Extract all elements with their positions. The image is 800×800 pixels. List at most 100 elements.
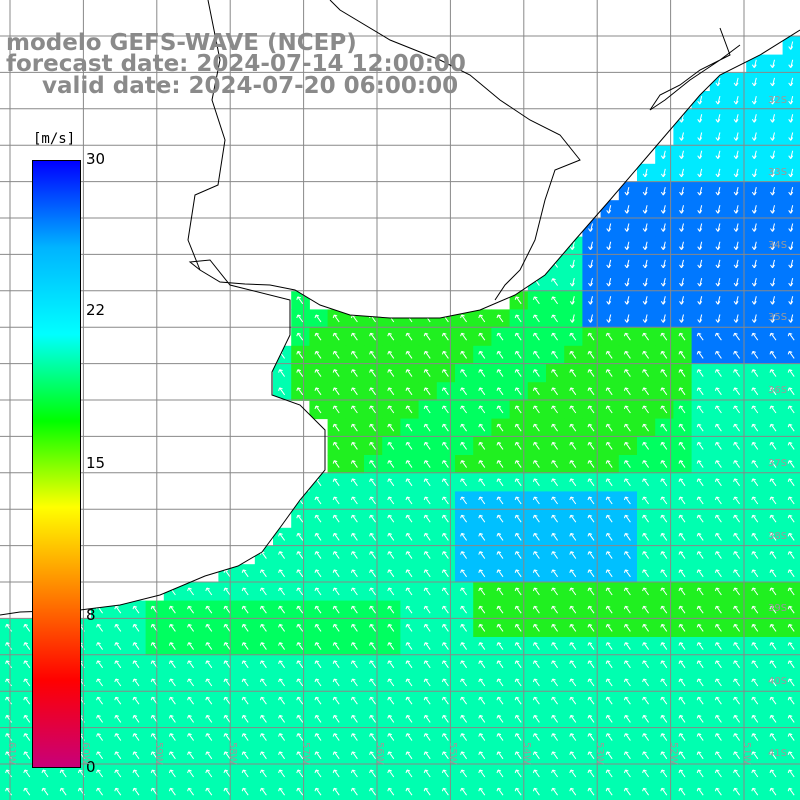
wind-arrow	[624, 259, 630, 269]
wind-arrow	[296, 787, 304, 796]
wind-arrow	[405, 623, 413, 632]
wind-arrow	[696, 605, 704, 614]
wind-arrow	[387, 642, 395, 650]
wind-arrow	[569, 714, 577, 723]
wind-arrow	[441, 460, 449, 468]
wind-arrow	[623, 587, 631, 596]
wind-arrow	[350, 460, 358, 468]
wind-arrow	[205, 733, 213, 741]
wind-arrow	[314, 587, 322, 596]
wind-arrow	[642, 387, 650, 396]
wind-arrow	[769, 787, 777, 796]
wind-arrow	[751, 696, 759, 705]
wind-arrow	[642, 569, 650, 578]
wind-arrow	[369, 787, 377, 796]
longitude-label: 54W	[521, 742, 532, 765]
wind-arrow	[332, 350, 340, 359]
wind-arrow	[697, 168, 703, 178]
wind-arrow	[259, 714, 267, 723]
wind-arrow	[168, 696, 176, 705]
wind-arrow	[551, 696, 559, 705]
wind-arrow	[787, 769, 795, 778]
wind-arrow	[751, 259, 757, 269]
wind-arrow	[278, 769, 286, 778]
wind-arrow	[369, 660, 377, 669]
wind-arrow	[751, 751, 759, 760]
wind-arrow	[605, 369, 613, 377]
wind-arrow	[514, 314, 522, 323]
wind-arrow	[532, 460, 540, 468]
wind-arrow	[350, 332, 358, 341]
wind-arrow	[296, 714, 304, 723]
wind-arrow	[314, 660, 322, 669]
wind-arrow	[369, 569, 377, 578]
wind-arrow	[696, 623, 704, 632]
longitude-label: 51W	[741, 742, 752, 765]
wind-arrow	[423, 350, 431, 359]
wind-arrow	[5, 660, 13, 669]
wind-arrow	[387, 587, 395, 596]
wind-arrow	[569, 387, 577, 396]
wind-arrow	[314, 623, 322, 632]
wind-arrow	[514, 733, 522, 741]
wind-arrow	[714, 551, 722, 559]
wind-arrow	[478, 660, 486, 669]
wind-arrow	[605, 769, 613, 778]
wind-arrow	[405, 605, 413, 614]
wind-arrow	[405, 350, 413, 359]
wind-arrow	[642, 733, 650, 741]
wind-arrow	[678, 350, 686, 359]
wind-arrow	[678, 551, 686, 559]
wind-arrow	[733, 496, 741, 505]
wind-arrow	[278, 587, 286, 596]
wind-arrow	[770, 95, 775, 105]
wind-arrow	[733, 660, 741, 669]
wind-arrow	[187, 623, 195, 632]
wind-arrow	[423, 423, 431, 432]
wind-arrow	[441, 441, 449, 450]
wind-arrow	[478, 350, 486, 359]
longitude-label: 53W	[594, 742, 605, 765]
wind-arrow	[751, 332, 759, 341]
wind-arrow	[460, 642, 468, 650]
wind-arrow	[569, 478, 577, 487]
wind-arrow	[223, 587, 231, 596]
wind-arrow	[696, 514, 704, 523]
wind-arrow	[223, 733, 231, 741]
wind-arrow	[259, 787, 267, 796]
wind-arrow	[314, 332, 322, 341]
wind-arrow	[332, 714, 340, 723]
wind-arrow	[496, 660, 504, 669]
wind-arrow	[678, 569, 686, 578]
wind-arrow	[314, 350, 322, 359]
wind-arrow	[369, 733, 377, 741]
wind-arrow	[369, 587, 377, 596]
wind-arrow	[696, 350, 704, 359]
wind-arrow	[696, 587, 704, 596]
wind-arrow	[441, 587, 449, 596]
wind-arrow	[405, 405, 413, 414]
wind-arrow	[387, 751, 395, 760]
wind-arrow	[387, 423, 395, 432]
wind-arrow	[314, 514, 322, 523]
wind-arrow	[660, 787, 668, 796]
wind-arrow	[460, 460, 468, 468]
wind-arrow	[697, 186, 703, 196]
wind-arrow	[241, 714, 249, 723]
wind-arrow	[606, 314, 612, 323]
wind-arrow	[259, 623, 267, 632]
latitude-label: 34S	[768, 240, 788, 251]
wind-arrow	[770, 59, 775, 68]
wind-arrow	[23, 714, 31, 723]
wind-arrow	[678, 460, 686, 468]
wind-arrow	[405, 387, 413, 396]
wind-arrow	[696, 532, 704, 541]
wind-arrow	[350, 623, 358, 632]
wind-arrow	[715, 296, 721, 305]
wind-arrow	[296, 660, 304, 669]
wind-arrow	[205, 678, 213, 687]
wind-arrow	[514, 514, 522, 523]
wind-arrow	[314, 787, 322, 796]
wind-arrow	[332, 642, 340, 650]
wind-arrow	[532, 350, 540, 359]
